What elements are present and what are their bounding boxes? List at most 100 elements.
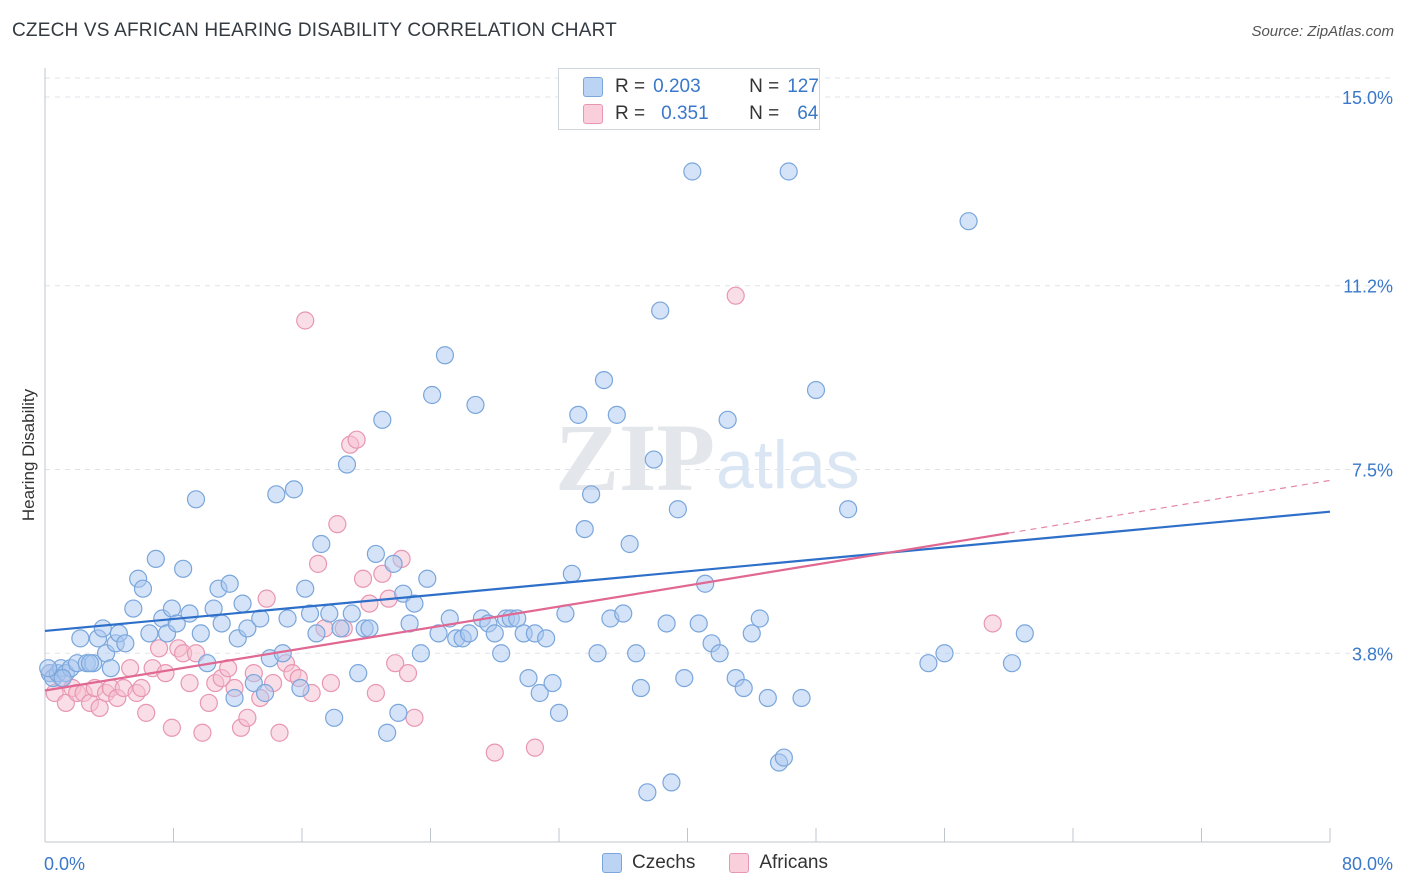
africans-point-20: [156, 664, 175, 683]
czechs-point-136: [80, 654, 100, 673]
czechs-point-47: [291, 678, 310, 698]
czechs-point-56: [342, 604, 361, 623]
bottom-legend: Czechs Africans: [602, 852, 828, 874]
czechs-trend-line: [44, 510, 1331, 633]
africans-point-61: [525, 738, 545, 757]
czechs-point-71: [429, 624, 448, 643]
africans-trend-line: [44, 531, 1009, 692]
legend-item-africans: Africans: [729, 852, 828, 874]
czechs-point-133: [774, 748, 793, 767]
x-tick-label-min: 0.0%: [44, 854, 85, 874]
tick-labels: 3.8% 7.5% 11.2% 15.0% 0.0% 80.0%: [44, 88, 1393, 874]
source-label: Source: ZipAtlas.com: [1251, 23, 1394, 40]
czechs-point-130: [959, 212, 978, 231]
czechs-point-117: [718, 410, 737, 429]
czechs-point-104: [631, 678, 651, 698]
czechs-point-26: [174, 559, 193, 578]
czechs-point-110: [668, 500, 687, 519]
africans-point-38: [270, 723, 289, 742]
czechs-point-63: [384, 554, 403, 573]
trend-lines: [44, 479, 1331, 692]
czechs-point-132: [1015, 624, 1034, 643]
czechs-point-96: [582, 485, 601, 504]
czechs-point-17: [124, 599, 143, 618]
czechs-point-59: [360, 619, 379, 638]
czechs-point-13: [101, 659, 120, 678]
czechs-point-122: [758, 688, 777, 708]
czechs-point-35: [225, 688, 244, 708]
czechs-point-50: [307, 624, 326, 643]
czechs-point-21: [146, 549, 165, 569]
n-label: N =: [749, 103, 780, 124]
czechs-point-125: [792, 688, 811, 708]
africans-point-58: [398, 664, 418, 683]
stat-legend: R = 0.203 N = 127 R = 0.351 N = 64: [558, 68, 820, 130]
czechs-point-120: [742, 624, 761, 643]
czechs-point-106: [644, 450, 663, 469]
czechs-point-67: [405, 594, 424, 613]
africans-trend-extension: [1008, 479, 1331, 534]
stat-legend-row-africans: R = 0.351 N = 64: [583, 101, 818, 127]
africans-point-16: [132, 678, 151, 698]
czechs-point-124: [779, 162, 798, 181]
czechs-point-61: [373, 410, 392, 429]
watermark-atlas: atlas: [716, 427, 860, 503]
czechs-point-102: [620, 534, 639, 554]
czechs-point-51: [312, 534, 331, 554]
czechs-point-54: [331, 619, 350, 638]
watermark: ZIP atlas: [555, 404, 860, 511]
chart-title: CZECH VS AFRICAN HEARING DISABILITY CORR…: [12, 20, 617, 41]
czechs-point-64: [389, 703, 408, 722]
legend-label-czechs: Czechs: [632, 852, 696, 873]
czechs-point-7: [71, 629, 90, 648]
czechs-point-107: [651, 301, 670, 320]
africans-swatch: [729, 853, 750, 873]
africans-point-17: [137, 703, 156, 722]
czechs-point-57: [349, 664, 368, 683]
africans-point-21: [162, 718, 181, 737]
czechs-point-19: [133, 579, 153, 598]
n-label: N =: [749, 76, 780, 97]
czechs-point-100: [607, 405, 626, 424]
y-tick-label-0: 3.8%: [1352, 644, 1393, 664]
czechs-point-46: [284, 480, 304, 499]
africans-point-47: [328, 515, 347, 534]
czechs-point-97: [588, 644, 607, 663]
czechs-point-98: [594, 371, 614, 390]
czechs-point-69: [418, 569, 437, 588]
czechs-point-41: [255, 683, 275, 703]
czechs-point-72: [435, 346, 455, 365]
czechs-point-88: [530, 683, 549, 703]
czechs-point-111: [675, 668, 694, 688]
czechs-point-134: [39, 659, 58, 678]
axes: [44, 68, 1331, 843]
africans-point-24: [180, 673, 199, 693]
africans-point-63: [983, 614, 1002, 633]
czechs-point-112: [683, 162, 702, 181]
africans-point-42: [296, 311, 315, 330]
africans-point-27: [199, 693, 218, 713]
czechs-point-62: [378, 723, 397, 742]
n-value: 127: [787, 76, 819, 97]
czechs-point-103: [626, 644, 646, 663]
czechs-point-81: [492, 644, 511, 663]
czechs-point-128: [919, 654, 938, 673]
y-tick-label-1: 7.5%: [1352, 461, 1393, 481]
czechs-swatch: [583, 77, 603, 97]
czechs-point-126: [806, 380, 826, 400]
czechs-point-77: [466, 395, 485, 415]
czechs-point-38: [238, 619, 257, 638]
czechs-point-49: [300, 604, 320, 623]
r-value: 0.351: [661, 103, 709, 124]
africans-point-50: [347, 430, 366, 449]
y-tick-label-3: 15.0%: [1342, 88, 1393, 108]
czechs-point-48: [296, 579, 315, 598]
czechs-point-55: [337, 455, 357, 474]
africans-point-44: [308, 554, 328, 573]
africans-point-19: [149, 639, 169, 658]
czechs-point-20: [140, 624, 159, 643]
r-label: R =: [615, 76, 646, 97]
czechs-point-28: [186, 490, 206, 509]
czechs-point-68: [411, 644, 430, 663]
